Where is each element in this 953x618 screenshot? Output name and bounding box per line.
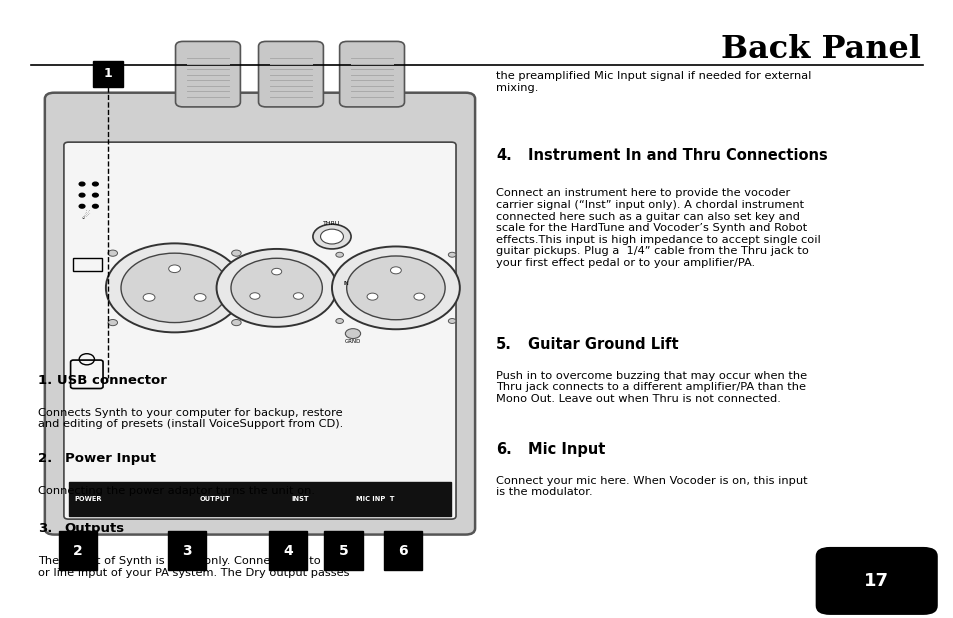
Ellipse shape [92,182,98,186]
Ellipse shape [108,320,117,326]
Ellipse shape [232,320,241,326]
Text: 17: 17 [863,572,888,590]
Ellipse shape [367,293,377,300]
Text: 6: 6 [397,544,407,557]
Ellipse shape [79,193,85,197]
Text: Connecting the power adaptor turns the unit on.: Connecting the power adaptor turns the u… [38,486,314,496]
Bar [324,531,362,570]
FancyBboxPatch shape [45,93,475,535]
Text: Back Panel: Back Panel [720,34,920,65]
Ellipse shape [194,294,206,301]
FancyBboxPatch shape [258,41,323,107]
Text: Mic Input: Mic Input [527,442,604,457]
Text: 3: 3 [182,544,192,557]
FancyBboxPatch shape [815,547,937,615]
Ellipse shape [346,256,445,320]
Text: 6.: 6. [496,442,512,457]
Ellipse shape [390,267,401,274]
Text: GRND: GRND [344,339,361,344]
Text: POWER: POWER [74,496,101,502]
Ellipse shape [320,229,343,244]
Text: the preamplified Mic Input signal if needed for external
mixing.: the preamplified Mic Input signal if nee… [496,71,811,93]
Text: 1. USB connector: 1. USB connector [38,374,167,387]
Text: 4.: 4. [496,148,512,163]
Ellipse shape [250,293,259,299]
Bar [383,531,421,570]
Text: THRU: THRU [323,221,340,226]
Text: OUTPUT: OUTPUT [199,496,230,502]
Ellipse shape [313,224,351,249]
Ellipse shape [335,252,343,257]
Ellipse shape [169,265,180,273]
Text: INST: INST [292,496,309,502]
Text: Push in to overcome buzzing that may occur when the
Thru jack connects to a diff: Push in to overcome buzzing that may occ… [496,371,806,404]
Text: IN: IN [343,281,349,286]
Ellipse shape [92,193,98,197]
Ellipse shape [294,293,303,299]
Ellipse shape [231,258,322,318]
Text: 5: 5 [338,544,348,557]
Ellipse shape [350,294,365,304]
Ellipse shape [216,249,336,327]
Text: Guitar Ground Lift: Guitar Ground Lift [527,337,678,352]
Text: 2: 2 [73,544,83,557]
Ellipse shape [448,252,456,257]
Text: Power Input: Power Input [65,452,155,465]
Ellipse shape [106,243,243,332]
Bar [73,258,102,271]
Text: Instrument In and Thru Connections: Instrument In and Thru Connections [527,148,826,163]
Text: Connect your mic here. When Vocoder is on, this input
is the modulator.: Connect your mic here. When Vocoder is o… [496,476,807,497]
Ellipse shape [121,253,228,323]
Ellipse shape [448,318,456,323]
Text: Connect an instrument here to provide the vocoder
carrier signal (“Inst” input o: Connect an instrument here to provide th… [496,188,820,268]
Text: MIC INP  T: MIC INP T [355,496,394,502]
Ellipse shape [332,247,459,329]
Text: Outputs: Outputs [65,522,125,535]
Ellipse shape [92,205,98,208]
Text: Connects Synth to your computer for backup, restore
and editing of presets (inst: Connects Synth to your computer for back… [38,408,343,430]
Ellipse shape [79,205,85,208]
Text: 1: 1 [103,67,112,80]
Text: 4: 4 [283,544,293,557]
Ellipse shape [272,268,281,275]
Bar [92,61,123,87]
FancyBboxPatch shape [64,142,456,519]
Ellipse shape [335,318,343,323]
Ellipse shape [345,329,360,339]
Text: 5.: 5. [496,337,512,352]
Bar [59,531,97,570]
Ellipse shape [143,294,154,301]
Ellipse shape [414,293,424,300]
Ellipse shape [79,182,85,186]
Text: The output of Synth is mono only. Connect this to a mic
or line input of your PA: The output of Synth is mono only. Connec… [38,556,355,578]
Bar [269,531,307,570]
Bar [168,531,206,570]
Bar [69,482,451,516]
Ellipse shape [108,250,117,256]
Ellipse shape [232,250,241,256]
Ellipse shape [343,290,372,308]
Text: 2.: 2. [38,452,52,465]
Text: ☄: ☄ [81,211,91,221]
FancyBboxPatch shape [175,41,240,107]
Text: 3.: 3. [38,522,52,535]
FancyBboxPatch shape [339,41,404,107]
